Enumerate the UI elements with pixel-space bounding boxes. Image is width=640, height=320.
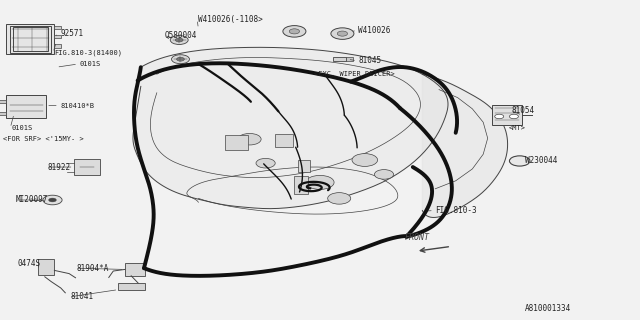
Circle shape	[352, 154, 378, 166]
Text: W410026: W410026	[358, 26, 391, 35]
Bar	[294, 176, 308, 194]
Circle shape	[289, 29, 300, 34]
Circle shape	[49, 198, 56, 202]
Text: 810410*B: 810410*B	[61, 103, 95, 108]
Text: 0101S: 0101S	[12, 125, 33, 131]
Text: MI20097: MI20097	[16, 196, 49, 204]
Bar	[10, 26, 51, 53]
Circle shape	[331, 28, 354, 39]
Circle shape	[328, 193, 351, 204]
Bar	[54, 35, 61, 38]
Text: <EXC, WIPER DEICER>: <EXC, WIPER DEICER>	[314, 71, 394, 76]
Circle shape	[306, 175, 334, 189]
Polygon shape	[133, 47, 448, 209]
Bar	[13, 27, 48, 51]
Circle shape	[374, 170, 394, 179]
Circle shape	[495, 114, 504, 119]
Text: 0101S: 0101S	[80, 61, 101, 67]
Polygon shape	[38, 259, 54, 275]
Text: 81041: 81041	[70, 292, 93, 301]
Text: Q580004: Q580004	[165, 31, 198, 40]
Text: W410026(-1108>: W410026(-1108>	[198, 15, 263, 24]
Bar	[54, 26, 61, 29]
Circle shape	[337, 31, 348, 36]
Polygon shape	[422, 74, 508, 218]
Bar	[125, 263, 145, 276]
Bar	[492, 105, 522, 125]
Circle shape	[256, 158, 275, 168]
Text: 0474S: 0474S	[18, 260, 41, 268]
Text: A810001334: A810001334	[525, 304, 571, 313]
Text: W230044: W230044	[525, 156, 557, 165]
Bar	[74, 159, 100, 175]
Text: FIG.810-3: FIG.810-3	[435, 206, 477, 215]
Circle shape	[170, 36, 188, 44]
Bar	[6, 24, 54, 54]
Circle shape	[43, 195, 62, 205]
Circle shape	[509, 156, 530, 166]
Bar	[225, 135, 248, 150]
Circle shape	[509, 114, 518, 119]
Bar	[118, 283, 145, 290]
Circle shape	[175, 38, 183, 42]
Bar	[333, 57, 346, 61]
Circle shape	[172, 55, 189, 64]
Text: FRONT: FRONT	[404, 233, 430, 242]
Bar	[275, 134, 293, 147]
Bar	[0, 112, 6, 115]
Text: 81922: 81922	[48, 163, 71, 172]
Circle shape	[177, 57, 184, 61]
Text: 92571: 92571	[61, 29, 84, 38]
Text: 81045: 81045	[358, 56, 381, 65]
Text: <MT>: <MT>	[509, 125, 526, 131]
Bar	[54, 44, 61, 48]
Text: 81904*A: 81904*A	[77, 264, 109, 273]
Circle shape	[238, 133, 261, 145]
Bar	[0, 100, 6, 103]
Bar	[346, 57, 353, 61]
Bar	[298, 160, 310, 172]
Circle shape	[283, 26, 306, 37]
Text: FIG.810-3(81400): FIG.810-3(81400)	[54, 50, 122, 56]
Text: <FOR SRF> <'15MY- >: <FOR SRF> <'15MY- >	[3, 136, 84, 142]
Text: 81054: 81054	[512, 106, 535, 115]
Bar	[6, 95, 46, 118]
